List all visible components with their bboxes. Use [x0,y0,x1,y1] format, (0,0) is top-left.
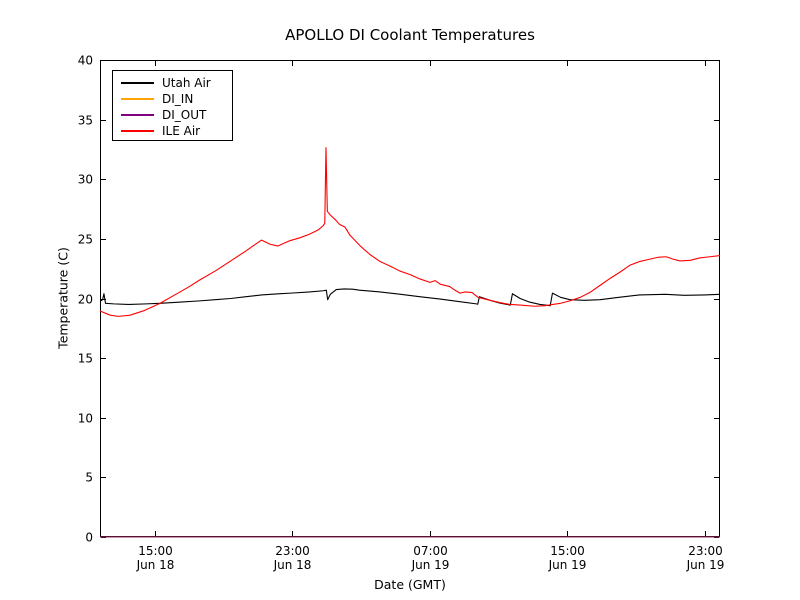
series-line-utah-air [99,288,721,307]
y-tick-label: 20 [78,293,93,307]
x-tick-time-label: 23:00 [275,544,310,558]
x-tick-time-label: 15:00 [138,544,173,558]
legend-item-di-in: DI_IN [121,91,232,107]
legend-label: DI_OUT [162,108,207,122]
x-tick-date-label: Jun 19 [548,558,587,572]
chart-title: APOLLO DI Coolant Temperatures [285,26,535,44]
x-tick-time-label: 07:00 [413,544,448,558]
y-tick-label: 30 [78,173,93,187]
legend-line-swatch [121,82,154,84]
legend-item-ile-air: ILE Air [121,123,232,139]
x-tick-time-label: 15:00 [550,544,585,558]
legend-item-utah-air: Utah Air [121,75,232,91]
legend-label: ILE Air [162,124,201,138]
legend-label: Utah Air [162,76,211,90]
x-tick-date-label: Jun 19 [686,558,725,572]
y-tick-label: 15 [78,352,93,366]
y-tick-label: 40 [78,54,93,68]
y-tick-label: 10 [78,412,93,426]
legend-item-di-out: DI_OUT [121,107,232,123]
y-axis-label: Temperature (C) [55,247,71,349]
y-tick-label: 25 [78,233,93,247]
x-tick-date-label: Jun 18 [273,558,312,572]
x-tick-time-label: 23:00 [688,544,723,558]
legend-line-swatch [121,114,154,116]
legend-line-swatch [121,130,154,132]
x-tick-date-label: Jun 18 [136,558,175,572]
legend-box: Utah Air DI_IN DI_OUT ILE Air [112,70,233,141]
legend-label: DI_IN [162,92,194,106]
x-axis-label: Date (GMT) [374,577,446,592]
series-line-ile-air [99,147,721,317]
y-tick-label: 5 [85,471,93,485]
y-tick-label: 35 [78,114,93,128]
legend-line-swatch [121,98,154,100]
y-tick-label: 0 [85,531,93,545]
x-tick-date-label: Jun 19 [411,558,450,572]
